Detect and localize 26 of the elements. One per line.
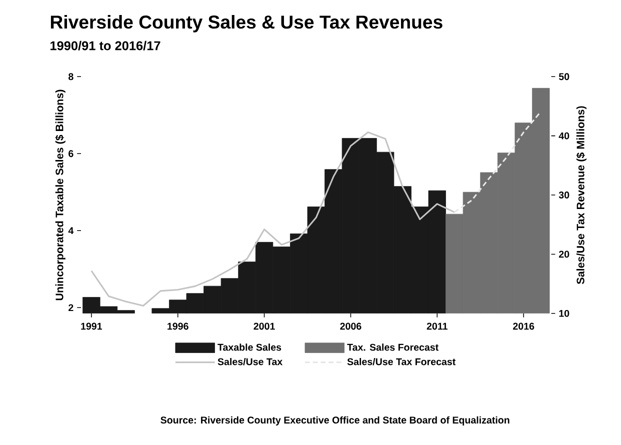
- x-tick-label: 1996: [168, 322, 188, 330]
- x-tick-label: 2006: [340, 322, 362, 330]
- source-note: Source: Riverside County Executive Office and State Board of Equalization: [160, 416, 510, 426]
- y2-tick-label: 10: [559, 310, 570, 317]
- y2-axis-title: Sales/Use Tax Revenue ($ Millions): [576, 106, 586, 284]
- x-tick-label: 1991: [81, 322, 102, 330]
- y2-tick-label: 20: [558, 250, 570, 258]
- x-tick-label: 2001: [254, 322, 275, 330]
- y-tick-label: 8: [68, 73, 74, 80]
- legend-label: Tax. Sales Forecast: [347, 344, 438, 351]
- y2-tick-label: 40: [558, 132, 570, 140]
- y-tick-label: 6: [68, 150, 74, 158]
- y-axis-title: Unincorporated Taxable Sales ($ Billions): [55, 90, 66, 300]
- x-tick-label: 2016: [513, 322, 534, 330]
- line-series: [90, 131, 456, 306]
- legend-label: Sales/Use Tax Forecast: [347, 358, 456, 366]
- y-tick-label: 2: [68, 304, 74, 312]
- y2-tick-label: 50: [558, 73, 570, 80]
- legend-label: Taxable Sales: [218, 344, 282, 351]
- y2-tick-label: 30: [558, 192, 570, 198]
- chart-subtitle: 1990/91 to 2016/17: [50, 40, 160, 50]
- line-series: [454, 110, 542, 213]
- legend-label: Sales/Use Tax: [218, 358, 283, 366]
- y-tick-label: 4: [68, 227, 74, 234]
- chart-title: Riverside County Sales & Use Tax Revenues: [50, 14, 442, 32]
- x-tick-label: 2011: [426, 322, 448, 330]
